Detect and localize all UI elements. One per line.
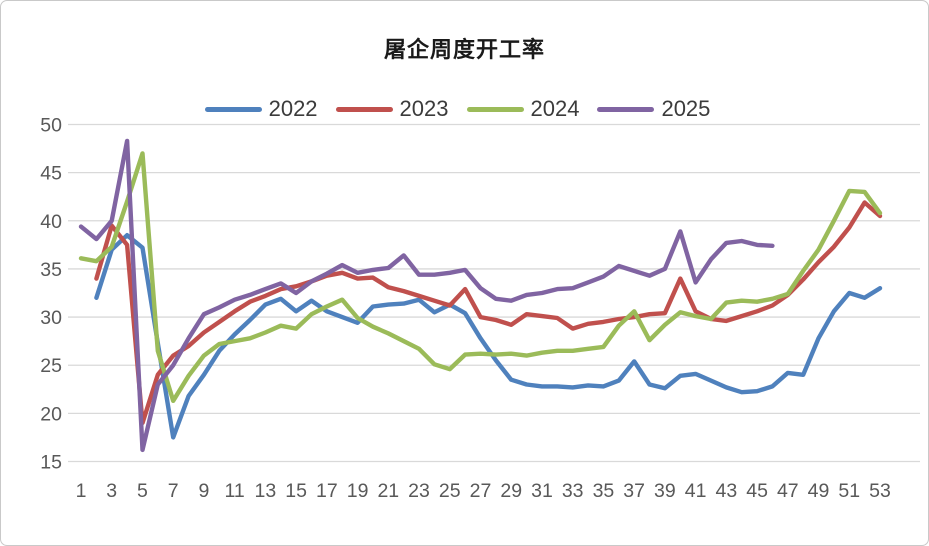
- x-axis-tick-label: 11: [225, 480, 245, 502]
- x-axis-tick-label: 47: [777, 480, 799, 502]
- x-axis-tick-label: 13: [255, 480, 277, 502]
- y-axis-tick-label: 25: [40, 355, 62, 377]
- x-axis-tick-label: 23: [408, 480, 430, 502]
- y-axis-tick-label: 50: [40, 115, 62, 137]
- x-axis-tick-label: 33: [562, 480, 584, 502]
- x-axis-tick-label: 39: [654, 480, 676, 502]
- y-axis-tick-label: 15: [40, 452, 62, 474]
- legend-item-2024: 2024: [466, 96, 594, 122]
- x-axis-tick-label: 43: [715, 480, 737, 502]
- legend-label: 2023: [399, 96, 449, 121]
- legend-item-2025: 2025: [597, 96, 724, 122]
- x-axis-tick-label: 41: [685, 480, 707, 502]
- series-line-2022: [94, 232, 883, 440]
- series-line-2023: [94, 200, 883, 426]
- x-axis-tick-label: 7: [168, 480, 179, 502]
- x-axis-tick-label: 9: [198, 480, 209, 502]
- legend-swatch-2024: [466, 106, 524, 112]
- series-line-2024: [78, 151, 883, 403]
- chart-title: 屠企周度开工率: [383, 37, 545, 63]
- y-axis-tick-label: 35: [40, 259, 62, 281]
- y-axis-tick-label: 30: [40, 307, 62, 329]
- x-axis-tick-label: 29: [500, 480, 522, 502]
- x-axis-tick-label: 49: [808, 480, 830, 502]
- x-axis-tick-label: 45: [746, 480, 768, 502]
- x-axis-tick-label: 53: [869, 480, 891, 502]
- x-axis-tick-label: 19: [347, 480, 369, 502]
- legend-swatch-2025: [597, 106, 655, 112]
- legend-label: 2024: [530, 96, 580, 121]
- legend-label: 2025: [661, 96, 711, 121]
- x-axis-tick-label: 5: [137, 480, 148, 502]
- series-line-2025: [78, 138, 775, 453]
- legend-item-2023: 2023: [335, 96, 463, 122]
- x-axis-tick-label: 51: [838, 480, 860, 502]
- x-axis-tick-label: 21: [377, 480, 399, 502]
- x-axis-tick-label: 35: [593, 480, 615, 502]
- y-axis-tick-label: 40: [40, 211, 62, 233]
- y-axis-tick-label: 45: [40, 163, 62, 185]
- x-axis-tick-label: 15: [285, 480, 307, 502]
- legend-swatch-2023: [335, 106, 393, 112]
- legend-item-2022: 2022: [204, 96, 332, 122]
- x-axis-tick-label: 1: [76, 480, 87, 502]
- x-axis-tick-label: 25: [439, 480, 461, 502]
- legend-label: 2022: [268, 96, 318, 121]
- legend-swatch-2022: [204, 106, 262, 112]
- y-axis-tick-label: 20: [40, 403, 62, 425]
- x-axis-tick-label: 27: [470, 480, 492, 502]
- x-axis-tick-label: 3: [106, 480, 117, 502]
- chart-legend: 2022 2023 2024 2025: [1, 96, 928, 122]
- x-axis-tick-label: 31: [531, 480, 553, 502]
- x-axis-tick-label: 37: [623, 480, 645, 502]
- x-axis-tick-label: 17: [316, 480, 338, 502]
